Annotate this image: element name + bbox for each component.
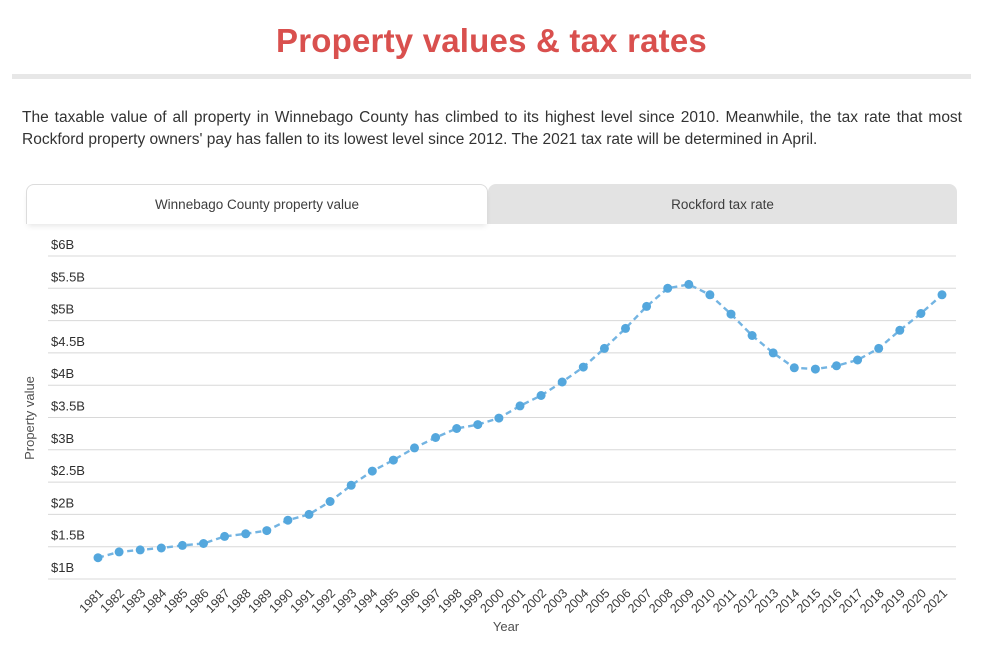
data-point-2013[interactable]: [768, 348, 778, 358]
data-point-2003[interactable]: [557, 377, 567, 387]
data-point-2009[interactable]: [684, 279, 694, 289]
y-axis-tick-label: $6B: [51, 237, 74, 252]
y-axis-tick-label: $2B: [51, 495, 74, 510]
data-point-2000[interactable]: [494, 413, 504, 423]
data-point-2005[interactable]: [599, 343, 609, 353]
data-point-2002[interactable]: [536, 391, 546, 400]
y-axis-tick-label: $5.5B: [51, 269, 85, 284]
data-point-2010[interactable]: [705, 290, 715, 300]
data-point-1987[interactable]: [220, 531, 230, 541]
data-point-2020[interactable]: [916, 309, 926, 318]
data-point-1983[interactable]: [135, 545, 145, 555]
property-value-line-chart: $1B $1.5B $2B $2.5B $3B $3.5B $4B $4.5B $5B $5.5B…: [22, 237, 956, 634]
y-axis-tick-label: $1B: [51, 560, 74, 575]
data-point-1995[interactable]: [388, 455, 398, 465]
y-axis-tick-label: $4B: [51, 366, 74, 381]
data-point-2016[interactable]: [832, 361, 841, 371]
data-point-2011[interactable]: [726, 309, 736, 319]
data-point-2001[interactable]: [515, 401, 525, 411]
data-point-1985[interactable]: [177, 540, 187, 550]
data-point-1998[interactable]: [452, 424, 462, 433]
data-point-1982[interactable]: [114, 547, 124, 557]
data-point-1988[interactable]: [241, 529, 251, 539]
data-point-1992[interactable]: [325, 497, 335, 506]
tab-rockford-label: Rockford tax rate: [671, 196, 774, 212]
tab-winnebago-label: Winnebago County property value: [154, 197, 360, 212]
data-point-2017[interactable]: [853, 355, 863, 365]
y-axis-title: Property value: [22, 376, 37, 460]
data-point-1996[interactable]: [410, 443, 419, 453]
chart-tab-bar: Winnebago County property value Rockford…: [26, 184, 957, 224]
data-point-1993[interactable]: [346, 480, 356, 490]
y-axis-tick-label: $2.5B: [51, 463, 85, 478]
y-axis-tick-label: $4.5B: [51, 334, 85, 349]
data-point-1997[interactable]: [431, 433, 441, 442]
x-axis-tick-label: 2021: [921, 586, 951, 616]
data-point-2018[interactable]: [874, 343, 884, 353]
data-point-2021[interactable]: [937, 290, 947, 300]
y-axis-tick-label: $5B: [51, 302, 74, 317]
data-point-2015[interactable]: [810, 364, 820, 374]
data-point-1989[interactable]: [262, 526, 272, 536]
x-axis-title: Year: [493, 619, 520, 634]
tab-winnebago-property-value[interactable]: Winnebago County property value: [26, 184, 488, 224]
data-point-1999[interactable]: [473, 420, 483, 430]
tab-rockford-tax-rate[interactable]: Rockford tax rate: [488, 184, 957, 224]
data-point-1986[interactable]: [199, 539, 208, 548]
data-point-2008[interactable]: [663, 283, 673, 293]
y-axis-tick-label: $1.5B: [51, 528, 85, 543]
data-point-2012[interactable]: [747, 331, 757, 340]
trend-line: [97, 283, 943, 559]
title-divider: [12, 74, 971, 79]
data-point-2007[interactable]: [642, 301, 652, 311]
data-point-1984[interactable]: [156, 543, 166, 553]
chart-panel: $1B $1.5B $2B $2.5B $3B $3.5B $4B $4.5B $5B $5.5B…: [0, 224, 983, 643]
data-point-2006[interactable]: [621, 323, 630, 333]
data-point-2014[interactable]: [789, 363, 799, 373]
intro-paragraph: The taxable value of all property in Win…: [22, 109, 962, 148]
data-point-1990[interactable]: [283, 515, 293, 525]
data-point-2019[interactable]: [895, 325, 905, 335]
y-axis-tick-label: $3B: [51, 431, 74, 446]
page-title: Property values & tax rates: [276, 22, 707, 59]
data-point-2004[interactable]: [578, 362, 588, 372]
y-axis-tick-label: $3.5B: [51, 399, 85, 414]
data-point-1994[interactable]: [367, 466, 377, 476]
data-point-1981[interactable]: [93, 553, 103, 563]
data-point-1991[interactable]: [304, 509, 314, 519]
